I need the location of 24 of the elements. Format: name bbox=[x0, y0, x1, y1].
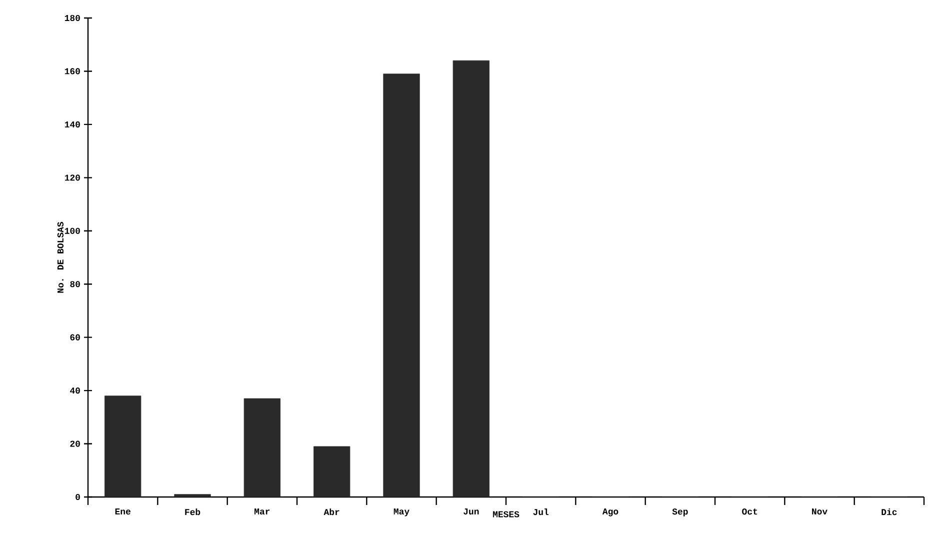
x-tick-label: Dic bbox=[882, 508, 897, 516]
x-tick-label: Oct bbox=[742, 508, 758, 515]
x-tick-label: Jun bbox=[464, 508, 479, 515]
y-tick-label: 160 bbox=[64, 68, 80, 74]
x-tick-label: Feb bbox=[185, 508, 200, 516]
x-axis-title: MESES bbox=[492, 511, 520, 518]
y-tick-label: 20 bbox=[70, 440, 80, 447]
y-tick-label: 100 bbox=[64, 228, 80, 234]
y-tick-label: 80 bbox=[70, 281, 80, 288]
x-tick-label: Ago bbox=[602, 508, 618, 516]
y-tick-label: 180 bbox=[64, 14, 80, 22]
x-tick-label: Nov bbox=[812, 508, 828, 515]
x-tick-label: Ene bbox=[115, 508, 130, 515]
x-tick-label: Jul bbox=[533, 508, 549, 516]
y-tick-label: 120 bbox=[64, 174, 80, 181]
y-axis-title: No. DE BOLSAS bbox=[57, 222, 64, 293]
x-tick-label: Abr bbox=[324, 508, 340, 516]
y-tick-label: 60 bbox=[70, 334, 80, 340]
y-tick-label: 140 bbox=[64, 121, 80, 128]
x-tick-label: Sep bbox=[672, 508, 688, 516]
y-tick-label: 40 bbox=[70, 388, 80, 394]
x-tick-label: May bbox=[394, 508, 410, 516]
y-tick-label: 0 bbox=[76, 494, 80, 500]
x-tick-label: Mar bbox=[254, 508, 270, 515]
